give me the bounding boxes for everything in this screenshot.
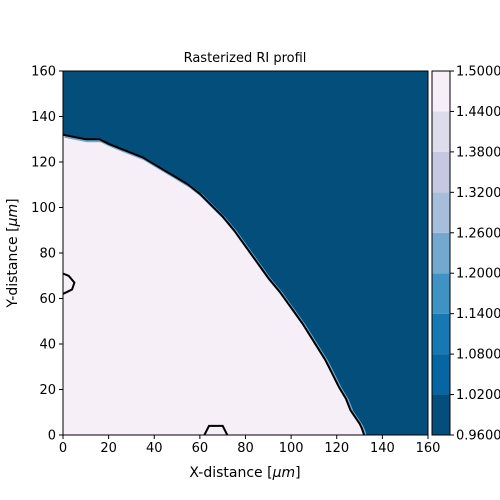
- y-tick-label: 40: [39, 338, 56, 353]
- y-axis-ticks: 0 20 40 60 80 100 120 140 160: [31, 65, 63, 444]
- x-tick-label: 100: [279, 441, 304, 456]
- x-tick-label: 20: [100, 441, 117, 456]
- colorbar-band: [432, 273, 450, 314]
- y-tick-label: 80: [39, 247, 56, 262]
- y-axis-label: Y-distance [μm]: [5, 198, 21, 308]
- x-tick-label: 80: [237, 441, 254, 456]
- colorbar-tick-label: 1.4400: [456, 105, 500, 120]
- x-tick-label: 140: [370, 441, 395, 456]
- extra-contour-1: [203, 424, 229, 435]
- high-index-region: [63, 134, 365, 435]
- colorbar-frame: [431, 70, 451, 436]
- colorbar-tick-label: 1.0800: [456, 348, 500, 363]
- colorbar-band: [432, 71, 450, 112]
- colorbar-band: [432, 192, 450, 233]
- colorbar-tick-label: 1.2600: [456, 226, 500, 241]
- colorbar-band: [432, 111, 450, 152]
- colorbar: 0.9600 1.0200 1.0800 1.1400 1.2000 1.2600 1.32…: [431, 65, 500, 444]
- x-tick-label: 120: [324, 441, 349, 456]
- colorbar-band: [432, 313, 450, 355]
- colorbar-tick-label: 1.0200: [456, 388, 500, 403]
- boundary-contour: [63, 133, 366, 435]
- colorbar-band: [432, 354, 450, 395]
- colorbar-band: [432, 151, 450, 193]
- colorbar-tick-label: 1.3200: [456, 186, 500, 201]
- colorbar-tick-label: 1.1400: [456, 307, 500, 322]
- y-tick-label: 140: [31, 110, 56, 125]
- x-axis-label: X-distance [μm]: [189, 465, 300, 481]
- colorbar-band: [432, 232, 450, 274]
- y-tick-label: 100: [31, 201, 56, 216]
- x-tick-label: 40: [146, 441, 163, 456]
- colorbar-tick-label: 1.5000: [456, 65, 500, 80]
- colorbar-band: [432, 394, 450, 435]
- extra-contour-0: [63, 272, 76, 295]
- colorbar-tick-label: 1.3800: [456, 145, 500, 160]
- chart-title: Rasterized RI profil: [184, 51, 307, 66]
- x-tick-label: 160: [416, 441, 441, 456]
- x-tick-label: 0: [59, 441, 67, 456]
- extra-contours: [63, 272, 229, 435]
- y-tick-label: 160: [31, 65, 56, 80]
- x-axis-ticks: 0 20 40 60 80 100 120 140 160: [59, 435, 441, 456]
- x-tick-label: 60: [192, 441, 209, 456]
- y-tick-label: 120: [31, 156, 56, 171]
- y-tick-label: 0: [48, 429, 56, 444]
- plot-area: [63, 71, 428, 435]
- colorbar-tick-label: 0.9600: [456, 429, 500, 444]
- colorbar-tick-label: 1.2000: [456, 267, 500, 282]
- y-tick-label: 60: [39, 292, 56, 307]
- y-tick-label: 20: [39, 383, 56, 398]
